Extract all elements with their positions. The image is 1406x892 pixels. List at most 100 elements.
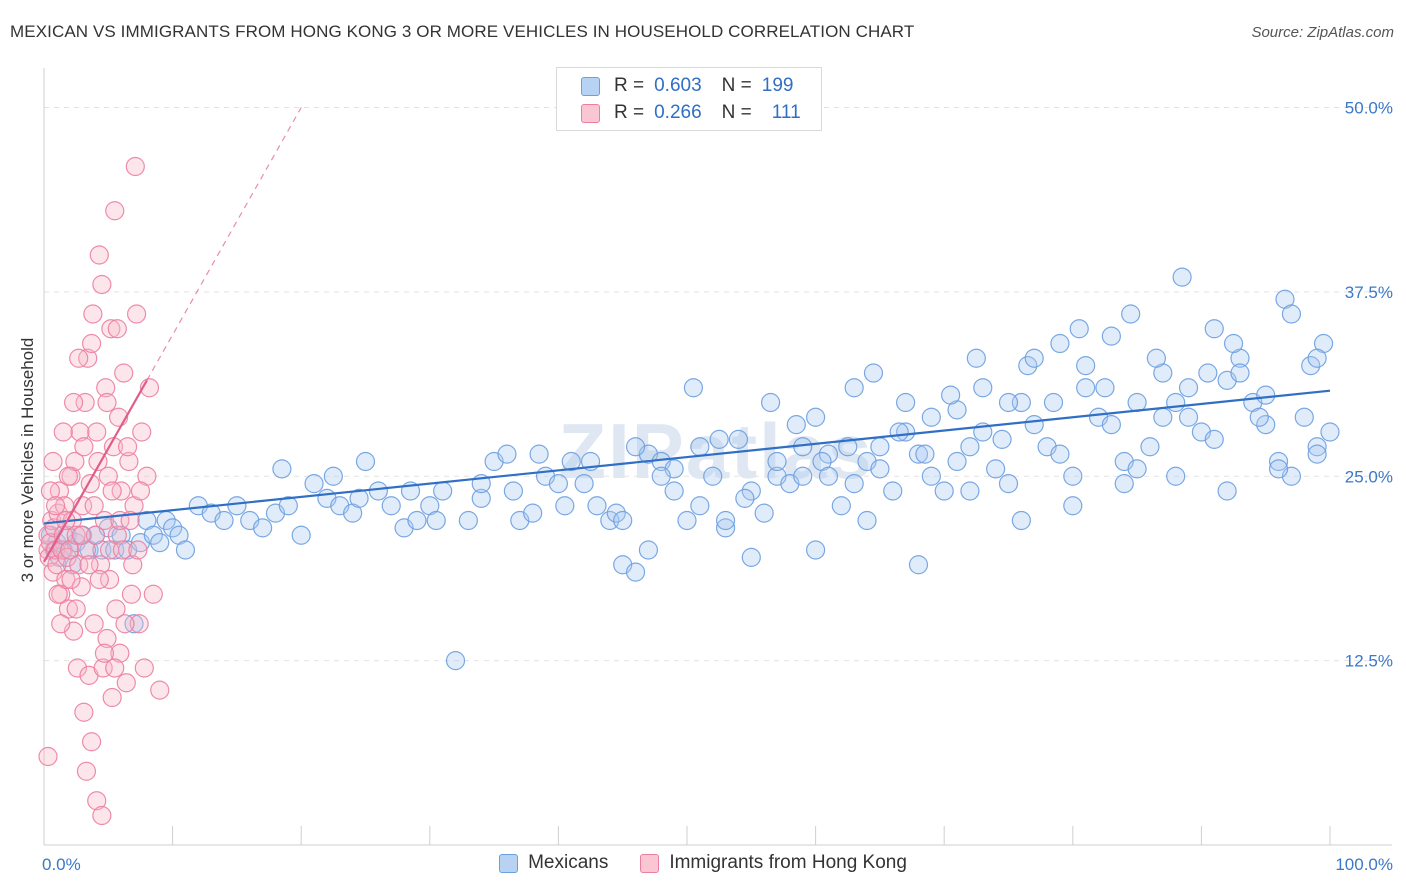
data-point: [143, 584, 163, 604]
data-point: [908, 444, 929, 464]
data-point: [1140, 437, 1160, 457]
data-point: [38, 746, 58, 767]
data-point: [94, 643, 115, 663]
data-point: [908, 555, 929, 575]
data-point: [323, 466, 343, 486]
data-point: [683, 378, 704, 398]
data-point: [1217, 481, 1237, 501]
data-point: [42, 510, 62, 531]
trend-line: [43, 389, 1331, 525]
data-point: [715, 510, 736, 531]
data-point: [638, 540, 659, 560]
data-point: [1146, 348, 1166, 368]
data-point: [1050, 333, 1070, 354]
data-point: [1063, 466, 1083, 486]
data-point: [45, 496, 66, 516]
data-point: [102, 481, 122, 501]
legend-swatch-hong-kong: [640, 853, 660, 873]
data-point: [1127, 459, 1147, 479]
data-point: [106, 599, 126, 619]
data-point: [805, 407, 826, 427]
data-point: [503, 481, 523, 501]
data-point: [1101, 415, 1121, 435]
data-point: [74, 437, 94, 457]
data-point: [1095, 378, 1115, 398]
chart-title: MEXICAN VS IMMIGRANTS FROM HONG KONG 3 O…: [10, 22, 915, 41]
n-label: N =: [721, 75, 752, 96]
data-point: [123, 555, 143, 575]
y-tick-label: 12.5%: [1345, 652, 1393, 671]
data-point: [97, 628, 117, 649]
data-point: [1011, 510, 1031, 531]
trend-lines: [43, 107, 1331, 563]
data-point: [883, 481, 903, 501]
data-point: [125, 156, 145, 177]
data-point: [690, 496, 710, 516]
data-point: [84, 496, 104, 516]
data-point: [97, 392, 117, 413]
data-point: [973, 378, 993, 398]
data-point: [56, 569, 76, 590]
y-tick-labels: 12.5% 25.0% 37.5% 50.0%: [1345, 99, 1393, 671]
data-point: [941, 385, 961, 405]
data-point: [43, 451, 63, 472]
data-point: [1268, 451, 1289, 472]
data-point: [1307, 437, 1327, 457]
data-point: [92, 805, 112, 826]
data-point: [896, 422, 916, 442]
x-tick-label: 100.0%: [1335, 855, 1393, 874]
data-point: [107, 319, 127, 339]
data-point: [889, 422, 909, 442]
data-point: [1076, 356, 1096, 376]
data-point: [102, 687, 122, 708]
data-point: [863, 363, 884, 383]
data-point: [587, 496, 607, 516]
data-point: [40, 481, 61, 501]
data-point: [445, 651, 466, 671]
n-value: 111: [771, 102, 801, 123]
x-tick-labels: 0.0% 100.0%: [42, 855, 1393, 874]
legend-row-hong-kong: R = 0.266 N = 111: [581, 101, 801, 125]
data-point: [1127, 392, 1147, 413]
data-point: [253, 518, 273, 538]
data-point: [677, 510, 697, 531]
data-point: [1121, 304, 1141, 324]
data-point: [71, 525, 91, 545]
stats-legend: R = 0.603 N = 199 R = 0.266 N = 111: [556, 67, 822, 131]
data-point: [76, 761, 97, 781]
data-point: [561, 451, 581, 472]
data-point: [992, 429, 1012, 449]
legend-swatch-mexicans: [499, 853, 519, 873]
data-point: [915, 444, 935, 464]
data-point: [368, 481, 388, 501]
legend-label: Immigrants from Hong Kong: [669, 852, 907, 873]
series-legend: Mexicans Immigrants from Hong Kong: [0, 852, 1406, 874]
data-point: [1172, 267, 1192, 287]
data-point: [529, 444, 549, 464]
data-point: [1114, 474, 1134, 494]
data-point: [63, 392, 84, 413]
data-point: [870, 437, 890, 457]
data-point: [960, 437, 980, 457]
data-point: [735, 488, 755, 508]
data-point: [69, 348, 89, 368]
data-point: [986, 459, 1006, 479]
data-point: [84, 614, 104, 634]
data-point: [110, 643, 130, 663]
data-point: [966, 348, 986, 368]
data-point: [703, 466, 723, 486]
data-point: [58, 466, 79, 486]
data-point: [1069, 319, 1089, 339]
data-point: [458, 510, 478, 531]
data-point: [754, 503, 774, 523]
y-axis-label: 3 or more Vehicles in Household: [18, 337, 37, 583]
data-point: [690, 437, 710, 457]
data-point: [79, 555, 99, 575]
data-point: [947, 451, 967, 472]
data-point: [1281, 304, 1302, 324]
data-point: [1256, 415, 1276, 435]
data-point: [53, 422, 73, 442]
data-point: [75, 392, 95, 413]
data-point: [130, 481, 151, 501]
data-point: [163, 518, 183, 538]
